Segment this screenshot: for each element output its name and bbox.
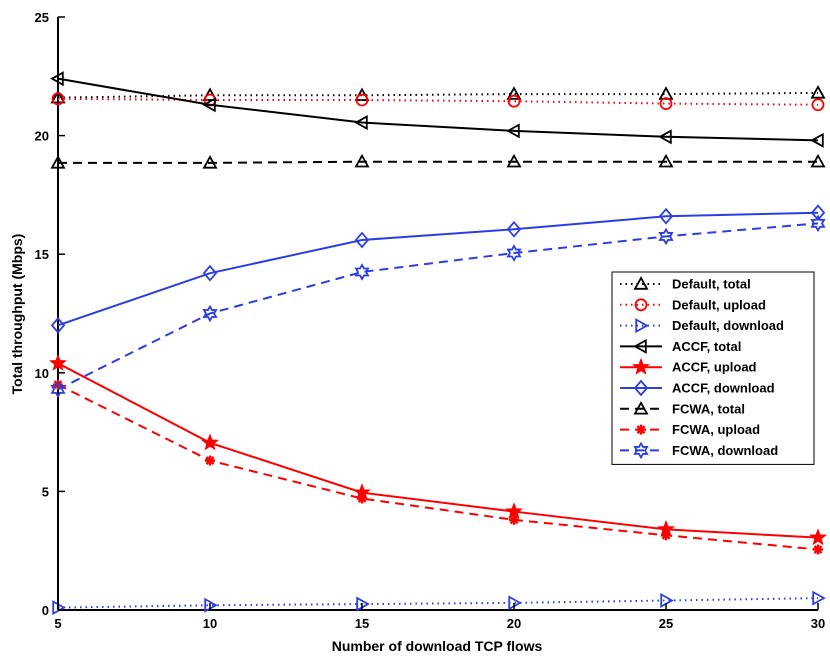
series-line-default-total <box>57 91 819 99</box>
legend-marker-fcwa-total <box>633 400 649 415</box>
data-point-fcwa-total <box>202 155 218 169</box>
data-point-default-download <box>812 590 826 606</box>
legend-marker-fcwa-download <box>633 441 649 460</box>
legend-marker-default-total <box>633 276 649 290</box>
data-point-fcwa-total <box>354 153 370 168</box>
y-tick-label: 20 <box>35 129 49 144</box>
data-point-fcwa-download <box>202 304 218 323</box>
data-point-fcwa-upload <box>661 530 671 541</box>
data-point-default-upload <box>659 97 673 110</box>
data-point-fcwa-download <box>658 227 674 246</box>
legend-marker-fcwa-upload <box>636 424 646 435</box>
legend-marker-accf-download <box>633 379 649 397</box>
data-point-default-upload <box>51 92 65 106</box>
series-fcwa-download <box>50 214 826 399</box>
series-line-accf-download <box>57 211 819 327</box>
data-point-accf-upload <box>201 433 219 451</box>
series-accf-total <box>50 71 824 148</box>
data-point-fcwa-upload <box>813 544 823 555</box>
series-fcwa-upload <box>53 379 823 555</box>
data-point-fcwa-download <box>50 380 66 399</box>
series-line-default-download <box>57 597 819 609</box>
data-point-accf-total <box>50 71 64 87</box>
data-point-accf-total <box>354 115 368 131</box>
y-tick-label: 5 <box>42 484 49 499</box>
x-tick-label: 5 <box>54 616 61 631</box>
legend-entry-fcwa-download: FCWA, download <box>672 443 778 458</box>
series-line-fcwa-upload <box>57 383 819 551</box>
legend-entry-fcwa-upload: FCWA, upload <box>672 422 760 437</box>
data-point-accf-download <box>810 204 826 222</box>
legend-marker-default-upload <box>634 298 648 312</box>
data-point-fcwa-upload <box>509 514 519 525</box>
data-point-fcwa-download <box>354 263 370 281</box>
x-axis-ticks: 5 10 15 20 25 30 <box>54 603 825 631</box>
data-point-fcwa-upload <box>357 493 367 504</box>
legend-entry-accf-download: ACCF, download <box>672 381 775 396</box>
legend-entry-default-upload: Default, upload <box>672 297 766 312</box>
data-point-accf-download <box>202 264 218 282</box>
data-point-default-total <box>50 89 66 104</box>
series-line-fcwa-total <box>58 160 818 164</box>
series-line-default-upload <box>57 97 819 106</box>
x-tick-label: 20 <box>507 616 521 631</box>
x-axis-label: Number of download TCP flows <box>332 638 543 654</box>
y-axis-ticks: 0 5 10 15 20 25 <box>35 10 65 618</box>
x-tick-label: 10 <box>203 616 217 631</box>
legend-marker-default-download <box>635 318 649 334</box>
data-point-accf-download <box>506 220 522 238</box>
series-line-accf-upload <box>57 362 819 539</box>
x-tick-label: 25 <box>659 616 673 631</box>
data-point-fcwa-total <box>50 155 66 169</box>
data-point-fcwa-total <box>506 153 522 168</box>
data-point-default-upload <box>507 94 521 108</box>
y-tick-label: 25 <box>35 10 49 25</box>
data-point-accf-upload <box>809 528 827 546</box>
legend-entry-default-download: Default, download <box>672 318 784 333</box>
data-point-default-total <box>810 85 826 99</box>
y-axis-label: Total throughput (Mbps) <box>9 234 25 395</box>
legend-entry-fcwa-total: FCWA, total <box>672 401 745 416</box>
data-point-accf-total <box>202 97 216 113</box>
data-point-fcwa-total <box>658 153 674 168</box>
data-point-accf-download <box>50 316 66 334</box>
data-point-accf-download <box>354 231 370 249</box>
series-line-accf-total <box>57 77 819 142</box>
data-point-fcwa-upload <box>205 455 215 466</box>
x-tick-label: 15 <box>355 616 369 631</box>
data-point-default-upload <box>811 98 825 112</box>
series-line-fcwa-download <box>57 222 819 391</box>
data-point-fcwa-download <box>810 214 826 233</box>
legend-marker-accf-upload <box>632 357 650 375</box>
legend-entry-accf-total: ACCF, total <box>672 339 741 354</box>
data-point-accf-total <box>658 129 672 145</box>
y-tick-label: 10 <box>35 366 49 381</box>
data-point-accf-total <box>506 123 520 139</box>
series-fcwa-total <box>50 153 826 169</box>
legend-marker-accf-total <box>633 338 647 354</box>
legend: Default, total Default, upload Default, do… <box>611 271 815 465</box>
y-tick-label: 0 <box>42 603 49 618</box>
data-point-fcwa-total <box>810 153 826 168</box>
data-point-fcwa-download <box>506 244 522 262</box>
legend-entry-accf-upload: ACCF, upload <box>672 360 757 375</box>
series-accf-download <box>50 204 826 334</box>
data-point-accf-total <box>810 132 824 148</box>
legend-entry-default-total: Default, total <box>672 277 751 292</box>
data-point-accf-upload <box>49 353 67 371</box>
data-point-default-upload <box>355 93 369 107</box>
y-tick-label: 15 <box>35 247 49 262</box>
data-point-default-total <box>506 86 522 100</box>
data-point-accf-download <box>658 207 674 225</box>
x-tick-label: 30 <box>811 616 825 631</box>
